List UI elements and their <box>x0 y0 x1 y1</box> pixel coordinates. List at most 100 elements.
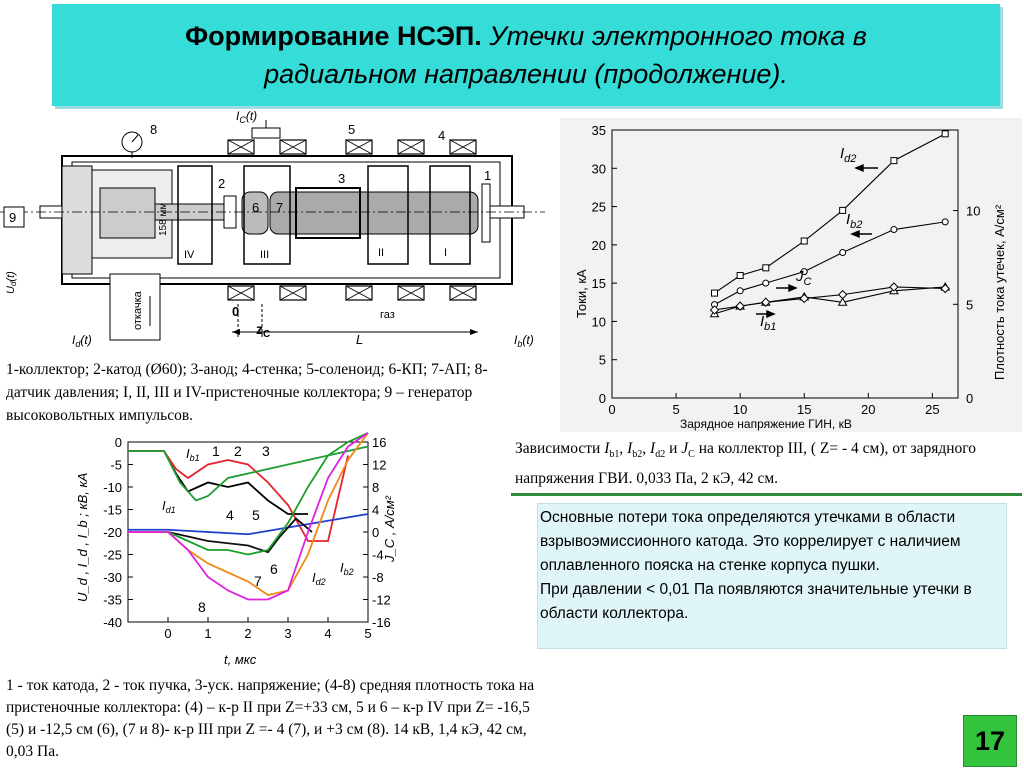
label-ring-I: I <box>444 247 447 259</box>
label-L: L <box>356 332 363 347</box>
label-ic-t: (t) <box>246 109 257 123</box>
label-ib2-sub: b2 <box>850 219 862 231</box>
label-zc: z <box>256 321 263 337</box>
label-id: I <box>72 333 76 347</box>
marker-ib2 <box>800 268 808 276</box>
plot-frame <box>611 129 959 399</box>
label-ud-sub: d <box>9 281 18 286</box>
marker-ib1 <box>735 301 745 311</box>
osc-label-ib1: I <box>186 446 190 461</box>
label-id2: I <box>840 145 844 162</box>
osc-label-ib2: I <box>340 560 344 575</box>
osc-y-right-tick-label: -16 <box>372 615 391 630</box>
gun-schematic: IC(t) 8 5 4 3 2 1 6 7 9 158 мм IV III II… <box>0 109 545 349</box>
marker-ib1 <box>837 289 848 300</box>
caption-right-prefix: Зависимости <box>515 440 601 457</box>
caption-right-text: на коллектор III, ( Z= - 4 см), от заряд… <box>515 440 977 488</box>
label-ib2: I <box>846 211 850 228</box>
y-tick-label: 15 <box>592 276 606 291</box>
svg-text:IC(t): IC(t) <box>236 109 257 125</box>
osc-label-id2-sub: d2 <box>316 577 326 587</box>
osc-label-id1-sub: d1 <box>166 505 176 515</box>
osc-curve-5: 5 <box>252 507 260 523</box>
chart-right-ylabel-right: Плотность тока утечек, А/см² <box>992 204 1007 380</box>
marker-ib2 <box>941 218 949 226</box>
label-5: 5 <box>348 122 355 137</box>
osc-x-tick-label: 1 <box>204 626 211 641</box>
slide-title: Формирование НСЭП. Утечки электронного т… <box>52 4 1000 106</box>
osc-y-right-tick-label: -4 <box>372 548 384 563</box>
notes-box: Основные потери тока определяются утечка… <box>537 503 1007 649</box>
label-ic: I <box>236 109 240 123</box>
osc-series-2 <box>128 450 349 542</box>
x-tick-label: 0 <box>608 402 615 417</box>
svg-text:Id(t): Id(t) <box>72 333 92 349</box>
osc-curve-6: 6 <box>270 561 278 577</box>
notes-paragraph-1: Основные потери тока определяются утечка… <box>540 509 961 574</box>
osc-x-tick-label: 0 <box>164 626 171 641</box>
svg-text:Id2: Id2 <box>840 145 856 165</box>
chart-oscillograms: 0 1 2 3 4 50-5-10-15-20-25-30-35-401612840-4-… <box>75 432 397 667</box>
y-tick-label: 0 <box>599 391 606 406</box>
osc-y-tick-label: -25 <box>103 548 122 563</box>
osc-series-1 <box>128 450 308 515</box>
schematic-caption: 1-коллектор; 2-катод (Ø60); 3-анод; 4-ст… <box>6 361 488 424</box>
label-pumping: откачка <box>132 290 144 330</box>
osc-y-tick-label: -35 <box>103 593 122 608</box>
label-id-t: (t) <box>80 333 91 347</box>
label-ud: U <box>5 286 17 294</box>
label-ring-II: II <box>378 247 384 259</box>
marker-ib1 <box>709 305 720 315</box>
osc-y-tick-label: -5 <box>110 458 122 473</box>
label-zc-sub: C <box>263 329 270 340</box>
osc-label-ib1-sub: b1 <box>190 453 200 463</box>
osc-series-4 <box>128 513 369 536</box>
label-ib1-sub: b1 <box>764 321 776 333</box>
osc-curve-1: 1 <box>212 443 220 459</box>
osc-y-right-tick-label: 8 <box>372 480 379 495</box>
osc-curve-4: 4 <box>226 507 234 523</box>
label-id2-sub: d2 <box>844 153 856 165</box>
osc-x-tick-label: 4 <box>324 626 331 641</box>
notes-paragraph-2: При давлении < 0,01 Па появляются значит… <box>540 581 972 622</box>
osc-y-right-tick-label: -12 <box>372 593 391 608</box>
label-2: 2 <box>218 176 225 191</box>
y-right-tick-label: 10 <box>966 204 980 219</box>
marker-ib1 <box>889 282 899 292</box>
page-number-badge: 17 <box>963 715 1017 767</box>
label-1: 1 <box>484 168 491 183</box>
label-ib-sub: b <box>517 339 522 349</box>
osc-ylabel: U_d , I_d , I_b ; кВ, кА <box>75 473 90 602</box>
marker-ib2 <box>839 249 847 257</box>
x-tick-label: 20 <box>861 402 875 417</box>
label-ib: I <box>514 333 518 347</box>
osc-curve-7: 7 <box>254 573 262 589</box>
osc-y-right-tick-label: 16 <box>372 435 386 450</box>
label-ic-sub: C <box>239 115 246 125</box>
osc-y-right-tick-label: -8 <box>372 570 384 585</box>
y-tick-label: 25 <box>592 200 606 215</box>
osc-y-tick-label: -30 <box>103 570 122 585</box>
x-tick-label: 25 <box>925 402 939 417</box>
y-right-tick-label: 0 <box>966 391 973 406</box>
y-tick-label: 30 <box>592 161 606 176</box>
chart-right-ylabel: Токи, кА <box>574 269 589 318</box>
section-divider <box>511 493 1022 496</box>
svg-text:Ib2: Ib2 <box>340 560 354 577</box>
osc-y-right-tick-label: 4 <box>372 503 379 518</box>
label-158mm: 158 мм <box>158 203 169 236</box>
title-italic-2: радиальном направлении (продолжение). <box>264 59 788 89</box>
label-7: 7 <box>276 200 283 215</box>
svg-text:Id1: Id1 <box>162 498 176 515</box>
label-8: 8 <box>150 122 157 137</box>
title-bold: Формирование НСЭП. <box>185 21 482 51</box>
osc-ylabel-right: J_C , А/см² <box>382 495 397 563</box>
label-ring-III: III <box>260 249 269 261</box>
marker-id2 <box>762 264 770 272</box>
oscillogram-caption: 1 - ток катода, 2 - ток пучка, 3-уск. на… <box>6 677 535 760</box>
osc-x-tick-label: 5 <box>364 626 371 641</box>
marker-id2 <box>736 271 744 279</box>
label-6: 6 <box>252 200 259 215</box>
marker-id2 <box>941 130 949 138</box>
